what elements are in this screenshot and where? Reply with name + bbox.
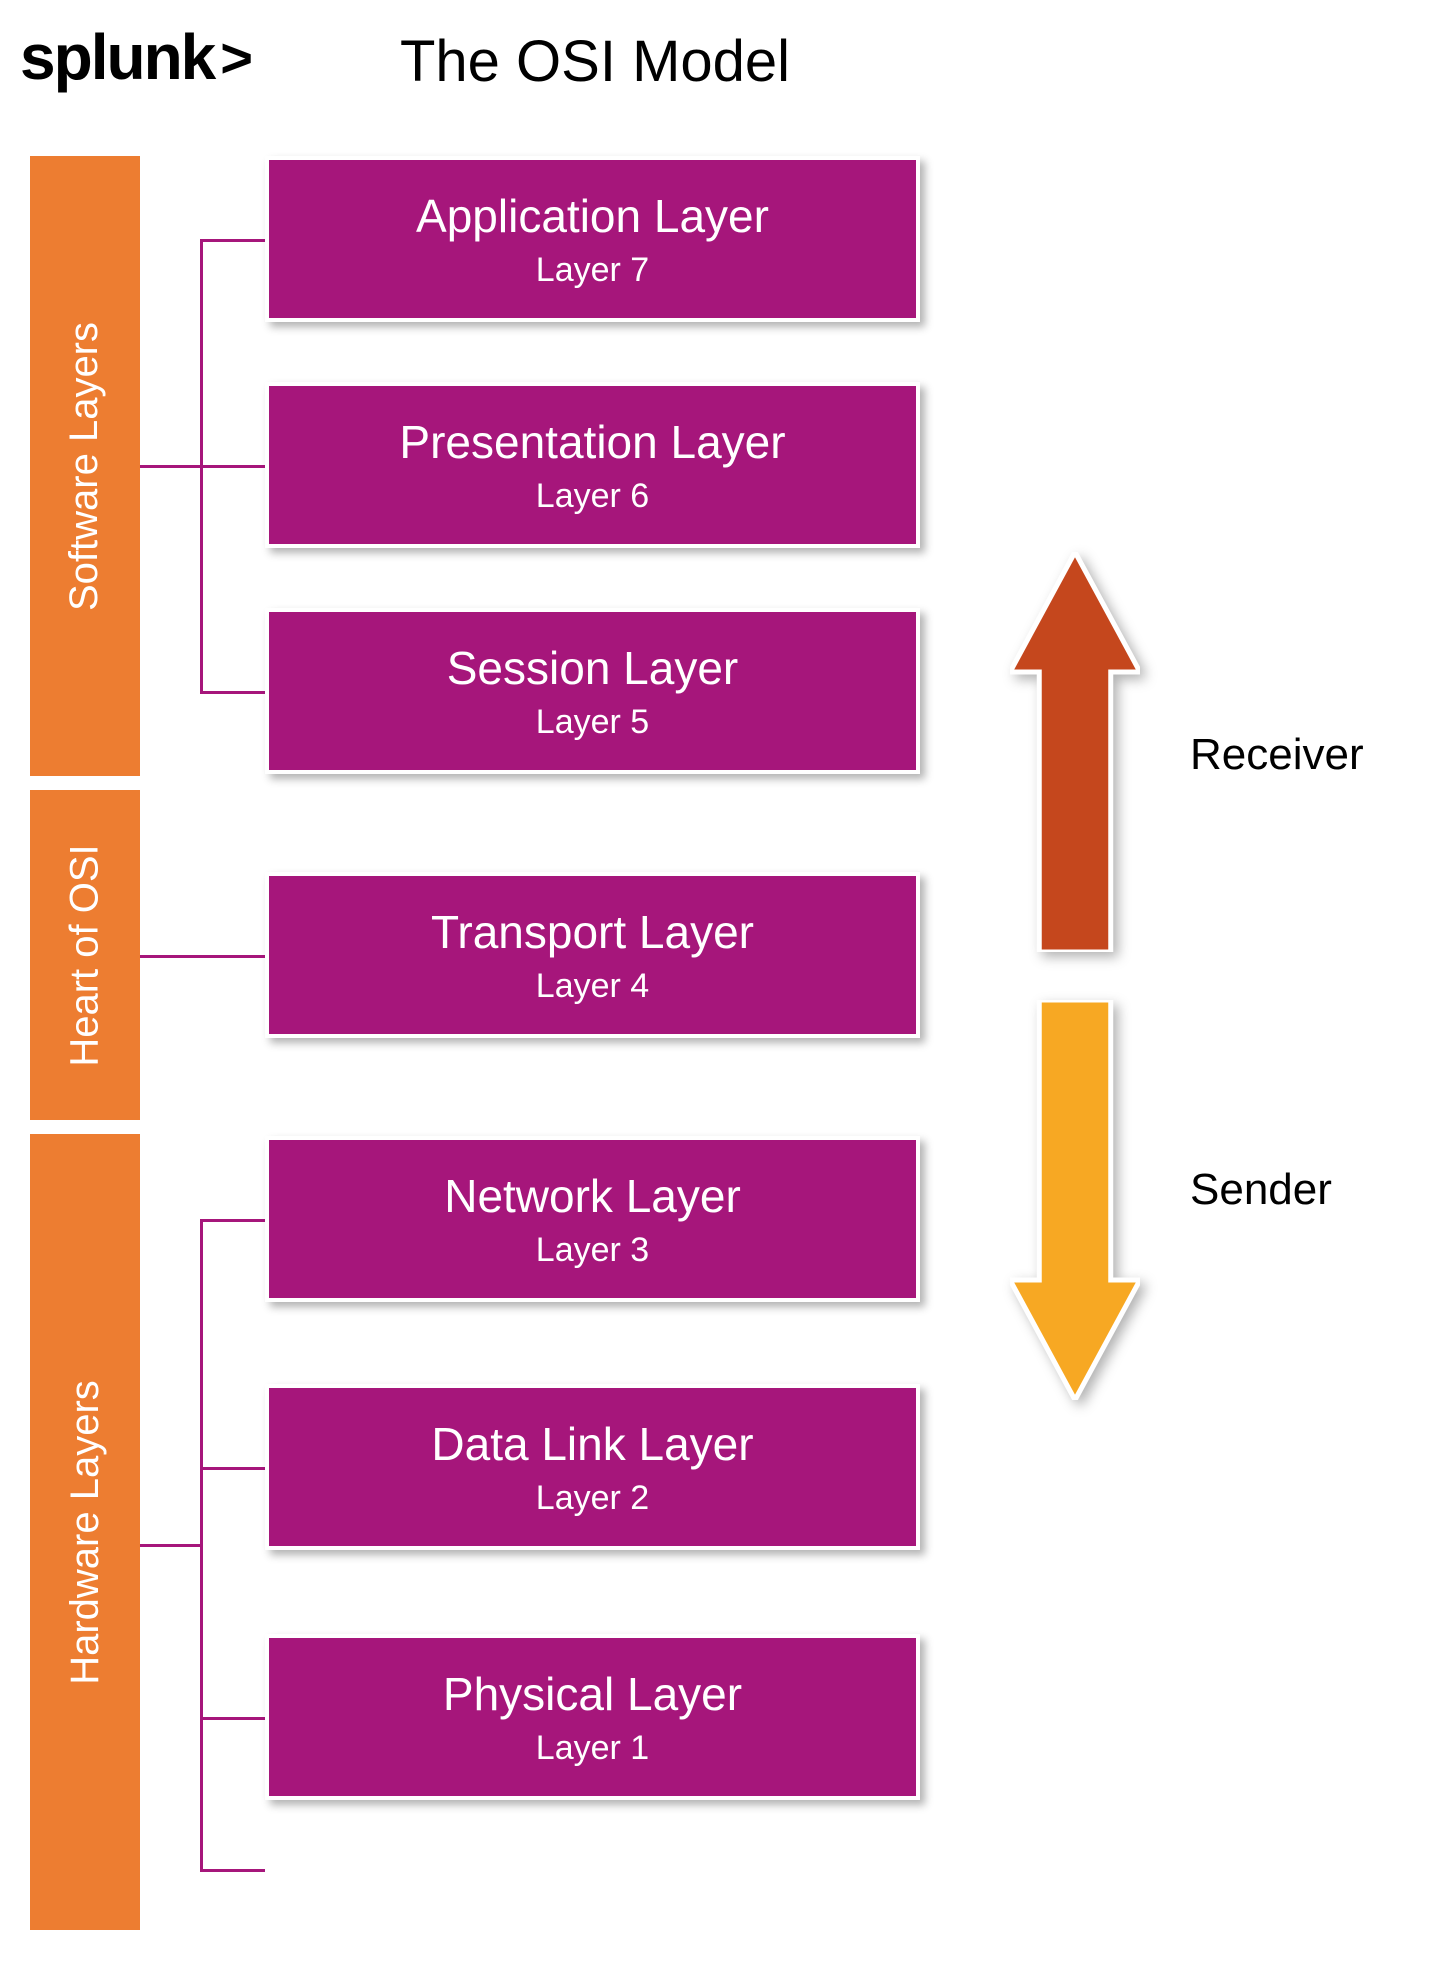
category-label: Heart of OSI bbox=[63, 844, 108, 1066]
layer-box: Network Layer Layer 3 bbox=[265, 1136, 920, 1302]
layer-subtitle: Layer 3 bbox=[536, 1231, 649, 1270]
connector-stub bbox=[140, 955, 200, 958]
layer-name: Application Layer bbox=[416, 189, 769, 243]
connector-stub bbox=[140, 1544, 200, 1547]
sender-label: Sender bbox=[1190, 1165, 1332, 1215]
connector-branch bbox=[200, 239, 265, 242]
page-title: The OSI Model bbox=[400, 28, 790, 95]
sender-arrow bbox=[1010, 1000, 1140, 1405]
layer-box: Transport Layer Layer 4 bbox=[265, 872, 920, 1038]
layer-subtitle: Layer 4 bbox=[536, 967, 649, 1006]
category-bar: Hardware Layers bbox=[30, 1134, 140, 1930]
connector-branch bbox=[200, 1467, 265, 1470]
connector-branch bbox=[200, 691, 265, 694]
connector-branch bbox=[200, 955, 265, 958]
layer-name: Physical Layer bbox=[443, 1667, 742, 1721]
layer-subtitle: Layer 2 bbox=[536, 1479, 649, 1518]
logo-text: splunk bbox=[20, 20, 214, 94]
connector-stub bbox=[140, 465, 200, 468]
layer-name: Network Layer bbox=[444, 1169, 741, 1223]
layer-name: Data Link Layer bbox=[431, 1417, 753, 1471]
connector-trunk bbox=[200, 1219, 203, 1869]
layer-name: Transport Layer bbox=[431, 905, 754, 959]
layer-box: Presentation Layer Layer 6 bbox=[265, 382, 920, 548]
layer-box: Physical Layer Layer 1 bbox=[265, 1634, 920, 1800]
category-bar: Software Layers bbox=[30, 156, 140, 776]
category-label: Hardware Layers bbox=[63, 1380, 108, 1685]
receiver-arrow bbox=[1010, 552, 1140, 957]
layer-subtitle: Layer 7 bbox=[536, 251, 649, 290]
layer-subtitle: Layer 6 bbox=[536, 477, 649, 516]
connector-branch bbox=[200, 1717, 265, 1720]
layer-name: Presentation Layer bbox=[399, 415, 785, 469]
category-bar: Heart of OSI bbox=[30, 790, 140, 1120]
category-label: Software Layers bbox=[63, 321, 108, 610]
layer-box: Session Layer Layer 5 bbox=[265, 608, 920, 774]
layer-subtitle: Layer 1 bbox=[536, 1729, 649, 1768]
layer-subtitle: Layer 5 bbox=[536, 703, 649, 742]
connector-branch bbox=[200, 465, 265, 468]
connector-branch bbox=[200, 1219, 265, 1222]
logo-chevron-icon: > bbox=[220, 25, 251, 90]
connector-branch bbox=[200, 1869, 265, 1872]
splunk-logo: splunk > bbox=[20, 20, 251, 94]
layer-box: Data Link Layer Layer 2 bbox=[265, 1384, 920, 1550]
receiver-label: Receiver bbox=[1190, 730, 1364, 780]
layer-box: Application Layer Layer 7 bbox=[265, 156, 920, 322]
layer-name: Session Layer bbox=[447, 641, 739, 695]
